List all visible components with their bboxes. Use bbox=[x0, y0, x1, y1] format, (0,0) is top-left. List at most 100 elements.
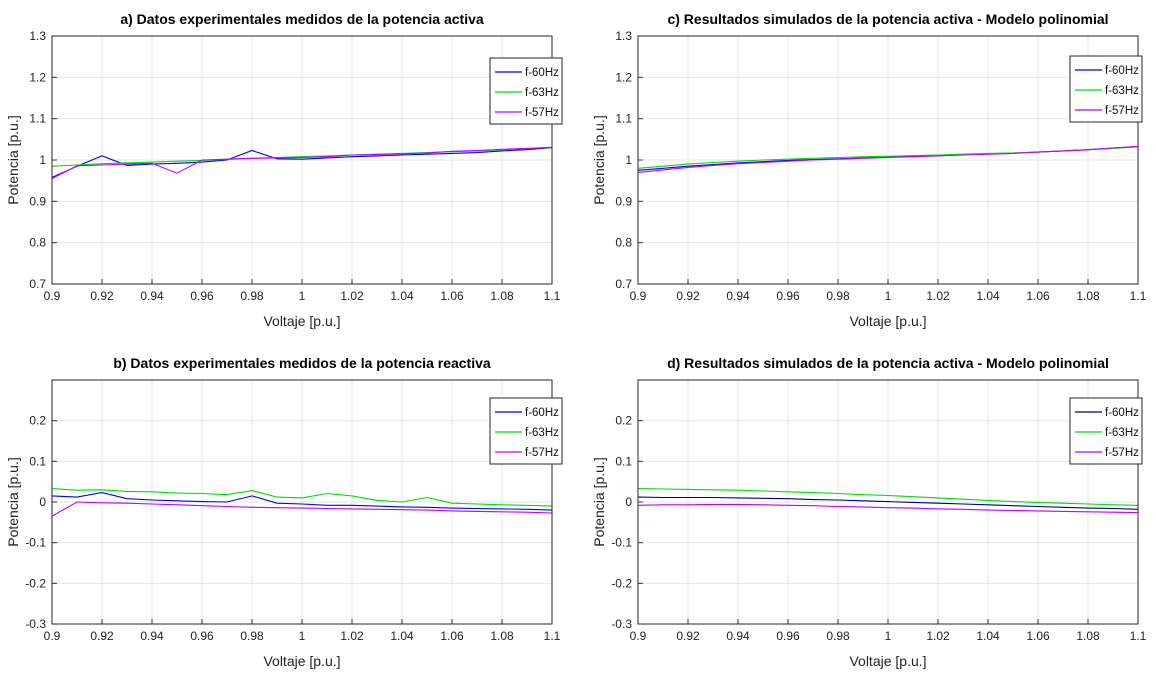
y-tick-label: 0.2 bbox=[615, 414, 632, 428]
series-line-f-57hz bbox=[51, 501, 553, 517]
y-tick-label: 0.9 bbox=[29, 194, 46, 208]
y-tick-label: -0.2 bbox=[611, 576, 632, 590]
legend-entry-label: f-57Hz bbox=[1105, 447, 1139, 459]
y-axis-label: Potencia [p.u.] bbox=[591, 457, 607, 547]
x-tick-label: 0.98 bbox=[240, 289, 264, 303]
x-tick-label: 0.92 bbox=[90, 289, 114, 303]
x-tick-label: 1.1 bbox=[1130, 289, 1147, 303]
y-tick-label: -0.3 bbox=[611, 617, 632, 631]
x-tick-label: 1.1 bbox=[544, 289, 561, 303]
legend-entry-label: f-57Hz bbox=[525, 447, 559, 459]
chart-title: b) Datos experimentales medidos de la po… bbox=[113, 355, 491, 371]
y-tick-label: 1 bbox=[625, 153, 632, 167]
y-tick-label: 1.2 bbox=[615, 70, 632, 84]
legend-box bbox=[489, 397, 563, 465]
legend-box bbox=[1069, 55, 1143, 123]
x-tick-label: 0.96 bbox=[776, 629, 800, 643]
legend: f-60Hz f-63Hz f-57Hz bbox=[489, 57, 563, 125]
legend-entry-label: f-60Hz bbox=[525, 407, 559, 419]
series-line-f-57hz bbox=[637, 145, 1139, 173]
x-tick-label: 1.06 bbox=[1026, 629, 1050, 643]
y-axis-label: Potencia [p.u.] bbox=[591, 115, 607, 205]
chart-panel-d: 0.9 0.92 0.94 0.96 0.98 1 1.02 1.04 1.06 1.08 1.1 -… bbox=[591, 355, 1147, 669]
x-tick-label: 1.08 bbox=[490, 289, 514, 303]
y-tick-label: 0 bbox=[625, 495, 632, 509]
axes-box bbox=[51, 35, 553, 285]
x-tick-label: 1.06 bbox=[440, 289, 464, 303]
x-tick-label: 1.1 bbox=[1130, 629, 1147, 643]
x-tick-label: 0.94 bbox=[140, 289, 164, 303]
y-tick-label: 1.3 bbox=[29, 29, 46, 43]
x-tick-label: 1.06 bbox=[440, 629, 464, 643]
y-tick-label: 0.2 bbox=[29, 414, 46, 428]
x-tick-label: 1.02 bbox=[926, 289, 950, 303]
legend-entry-label: f-63Hz bbox=[1105, 427, 1139, 439]
x-tick-label: 0.92 bbox=[676, 629, 700, 643]
legend-box bbox=[489, 57, 563, 125]
chart-panel-c: 0.9 0.92 0.94 0.96 0.98 1 1.02 1.04 1.06 1.08 1.1 0… bbox=[591, 11, 1147, 329]
y-tick-label: 1.2 bbox=[29, 70, 46, 84]
y-tick-label: 0 bbox=[39, 495, 46, 509]
series-line-f-60hz bbox=[637, 496, 1139, 510]
chart-panel-b: 0.9 0.92 0.94 0.96 0.98 1 1.02 1.04 1.06 1.08 1.1 -… bbox=[5, 355, 563, 669]
y-tick-label: 0.7 bbox=[29, 277, 46, 291]
y-tick-label: -0.2 bbox=[25, 576, 46, 590]
x-tick-label: 0.98 bbox=[826, 289, 850, 303]
legend: f-60Hz f-63Hz f-57Hz bbox=[489, 397, 563, 465]
chart-title: d) Resultados simulados de la potencia a… bbox=[667, 355, 1109, 371]
x-tick-label: 1.02 bbox=[926, 629, 950, 643]
x-tick-label: 0.94 bbox=[726, 629, 750, 643]
legend-entry-label: f-63Hz bbox=[525, 427, 559, 439]
legend-entry-label: f-60Hz bbox=[1105, 407, 1139, 419]
chart-title: a) Datos experimentales medidos de la po… bbox=[120, 11, 484, 27]
x-tick-label: 0.96 bbox=[776, 289, 800, 303]
legend-entry-label: f-60Hz bbox=[1105, 65, 1139, 77]
x-tick-label: 1.08 bbox=[1076, 289, 1100, 303]
x-tick-label: 0.98 bbox=[240, 629, 264, 643]
x-axis-label: Voltaje [p.u.] bbox=[263, 653, 340, 669]
x-tick-label: 1.1 bbox=[544, 629, 561, 643]
x-tick-label: 1 bbox=[885, 629, 892, 643]
y-axis-label: Potencia [p.u.] bbox=[5, 457, 21, 547]
y-tick-label: -0.1 bbox=[25, 536, 46, 550]
y-tick-label: 0.9 bbox=[615, 194, 632, 208]
x-tick-label: 0.9 bbox=[44, 629, 61, 643]
legend-entry-label: f-63Hz bbox=[1105, 85, 1139, 97]
chart-title: c) Resultados simulados de la potencia a… bbox=[667, 11, 1108, 27]
x-tick-label: 0.92 bbox=[90, 629, 114, 643]
series-line-f-63hz bbox=[51, 488, 553, 507]
y-tick-label: -0.3 bbox=[25, 617, 46, 631]
series-line-f-57hz bbox=[637, 503, 1139, 514]
series-line-f-63hz bbox=[637, 488, 1139, 506]
x-tick-label: 1.02 bbox=[340, 289, 364, 303]
x-tick-label: 0.9 bbox=[44, 289, 61, 303]
y-axis-label: Potencia [p.u.] bbox=[5, 115, 21, 205]
series-line-f-57hz bbox=[51, 147, 553, 180]
x-tick-label: 1 bbox=[299, 629, 306, 643]
y-tick-label: 0.7 bbox=[615, 277, 632, 291]
series-line-f-60hz bbox=[51, 147, 553, 178]
x-tick-label: 0.96 bbox=[190, 289, 214, 303]
x-tick-label: 0.9 bbox=[630, 629, 647, 643]
y-tick-label: 0.8 bbox=[29, 236, 46, 250]
x-tick-label: 0.96 bbox=[190, 629, 214, 643]
y-tick-label: 0.8 bbox=[615, 236, 632, 250]
x-tick-label: 0.92 bbox=[676, 289, 700, 303]
legend: f-60Hz f-63Hz f-57Hz bbox=[1069, 397, 1143, 465]
x-tick-label: 1 bbox=[299, 289, 306, 303]
legend-entry-label: f-63Hz bbox=[525, 87, 559, 99]
y-tick-label: -0.1 bbox=[611, 536, 632, 550]
y-tick-label: 1.3 bbox=[615, 29, 632, 43]
x-tick-label: 1.08 bbox=[490, 629, 514, 643]
x-tick-label: 1.04 bbox=[390, 289, 414, 303]
y-tick-label: 0.1 bbox=[29, 454, 46, 468]
y-tick-label: 1.1 bbox=[29, 112, 46, 126]
axes-box bbox=[51, 379, 553, 625]
series-line-f-60hz bbox=[51, 492, 553, 511]
x-tick-label: 1.08 bbox=[1076, 629, 1100, 643]
x-tick-label: 0.94 bbox=[726, 289, 750, 303]
y-tick-label: 0.1 bbox=[615, 454, 632, 468]
legend-box bbox=[1069, 397, 1143, 465]
x-tick-label: 1 bbox=[885, 289, 892, 303]
